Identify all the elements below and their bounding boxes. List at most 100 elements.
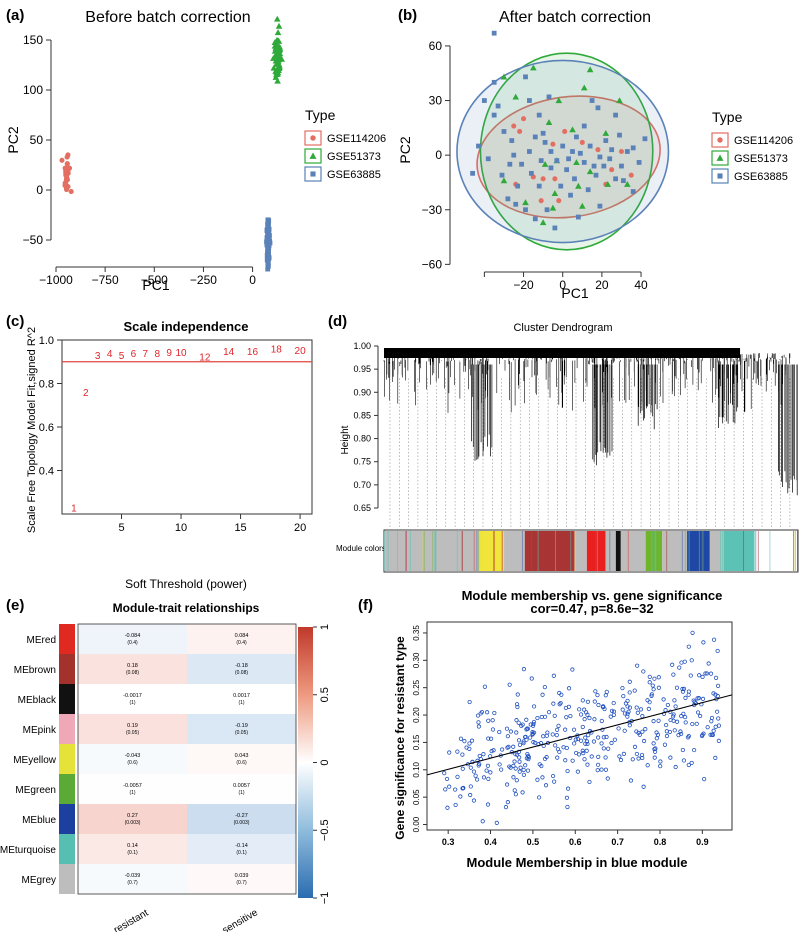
panel-b-legend-title: Type	[712, 109, 743, 125]
panel-a-point	[275, 63, 282, 70]
panel-f-point	[506, 744, 511, 749]
panel-f-point	[622, 711, 628, 716]
panel-d-cluster-dendrogram: Cluster Dendrogram Height Module colors …	[336, 322, 799, 573]
panel-f-point	[641, 738, 647, 744]
panel-f-point	[453, 787, 458, 792]
panel-f-point	[686, 644, 691, 649]
panel-f-point	[476, 720, 481, 725]
panel-f-point	[647, 674, 652, 679]
panel-f-point	[674, 685, 680, 690]
panel-c-xtick-label: 5	[118, 522, 124, 534]
panel-f-point	[640, 755, 645, 761]
panel-f-point	[706, 661, 711, 666]
panel-c-ylabel: Scale Free Topology Model Fit,signed R^2	[26, 327, 38, 533]
panel-f-point	[517, 769, 522, 774]
panel-f-point	[709, 715, 715, 721]
panel-f-point	[552, 713, 557, 718]
panel-f-point	[708, 732, 713, 737]
panel-label-a: (a)	[6, 7, 24, 24]
panel-b-xtick-label: 40	[634, 278, 648, 292]
panel-d-stripe	[461, 531, 463, 571]
panel-e-color-scale	[298, 627, 313, 898]
panel-f-point	[581, 751, 586, 756]
panel-f-point	[596, 735, 601, 740]
panel-b-point	[602, 129, 610, 136]
panel-e-cell-pvalue: (0.05)	[235, 730, 248, 736]
panel-f-point	[672, 698, 677, 703]
panel-a-point	[264, 242, 270, 248]
panel-f-point	[537, 762, 542, 767]
panel-d-title: Cluster Dendrogram	[513, 322, 612, 334]
panel-e-cell-pvalue: (0.4)	[127, 640, 138, 646]
panel-e-cell-value: 0.0017	[233, 693, 250, 699]
panel-f-point	[566, 686, 572, 691]
panel-f-point	[595, 692, 600, 698]
panel-e-cell-pvalue: (1)	[129, 790, 135, 796]
panel-d-stripe	[570, 531, 572, 571]
panel-d-stripe	[597, 531, 598, 571]
panel-f-point	[700, 674, 705, 680]
panel-f-xtick-label: 0.6	[569, 837, 582, 847]
panel-a-point	[265, 235, 271, 241]
panel-f-point	[671, 712, 676, 717]
panel-b-xtick-label: 0	[559, 278, 566, 292]
panel-a-point	[266, 217, 271, 223]
panel-d-stripe	[681, 531, 683, 571]
panel-f-point	[617, 754, 622, 759]
panel-d-stripe	[387, 531, 389, 571]
panel-f-point	[500, 747, 505, 752]
panel-f-point	[536, 795, 542, 800]
panel-f-point	[585, 762, 590, 767]
panel-f-point	[643, 727, 648, 732]
panel-f-point	[640, 714, 645, 719]
panel-b-point	[593, 172, 599, 178]
panel-f-point	[673, 704, 678, 709]
panel-a-ytick-label: 0	[36, 183, 43, 197]
panel-a-point	[265, 249, 271, 255]
panel-f-membership-significance: Module membership vs. gene significance …	[393, 588, 733, 870]
panel-b-ytick-label: −60	[422, 257, 443, 271]
panel-f-point	[521, 772, 526, 777]
panel-d-module-block	[605, 531, 616, 571]
panel-d-stripe	[769, 531, 771, 571]
panel-b-legend-marker	[717, 137, 723, 143]
panel-f-point	[664, 722, 669, 728]
panel-b-point	[540, 130, 546, 136]
panel-b-point	[500, 73, 508, 80]
panel-c-power-label: 10	[175, 348, 187, 359]
panel-b-point	[528, 170, 534, 176]
panel-f-ytick-label: 0.10	[412, 761, 421, 777]
panel-f-point	[587, 779, 592, 785]
panel-b-point	[501, 129, 507, 134]
panel-f-point	[716, 723, 722, 728]
panel-f-point	[688, 673, 693, 678]
panel-f-ytick-label: 0.15	[412, 734, 421, 750]
panel-b-point	[572, 176, 577, 182]
panel-d-module-block	[620, 531, 646, 571]
panel-e-cell-pvalue: (1)	[238, 790, 244, 796]
panel-a-point	[63, 184, 69, 190]
panel-e-cell-pvalue: (0.1)	[127, 850, 138, 856]
panel-b-xtick-label: −20	[513, 278, 534, 292]
panel-e-cell-value: -0.19	[235, 723, 248, 729]
panel-f-point	[467, 746, 472, 751]
panel-f-point	[514, 730, 519, 735]
panel-f-point	[576, 752, 582, 757]
panel-d-stripe	[521, 531, 523, 571]
panel-f-point	[523, 763, 528, 768]
panel-e-cell	[78, 864, 187, 894]
panel-f-point	[686, 689, 691, 694]
panel-label-d: (d)	[328, 313, 347, 330]
panel-f-point	[575, 769, 580, 774]
panel-a-point	[59, 157, 65, 163]
panel-d-stripe	[666, 531, 668, 571]
panel-c-xlabel: Soft Threshold (power)	[125, 577, 247, 591]
panel-c-power-label: 12	[199, 352, 211, 363]
panel-e-cell	[78, 684, 187, 714]
panel-f-ytick-label: 0.05	[412, 789, 421, 805]
panel-f-point	[519, 723, 524, 729]
panel-f-point	[468, 792, 473, 798]
panel-f-point	[561, 745, 566, 750]
panel-b-point	[545, 119, 553, 126]
panel-f-point	[444, 776, 450, 782]
